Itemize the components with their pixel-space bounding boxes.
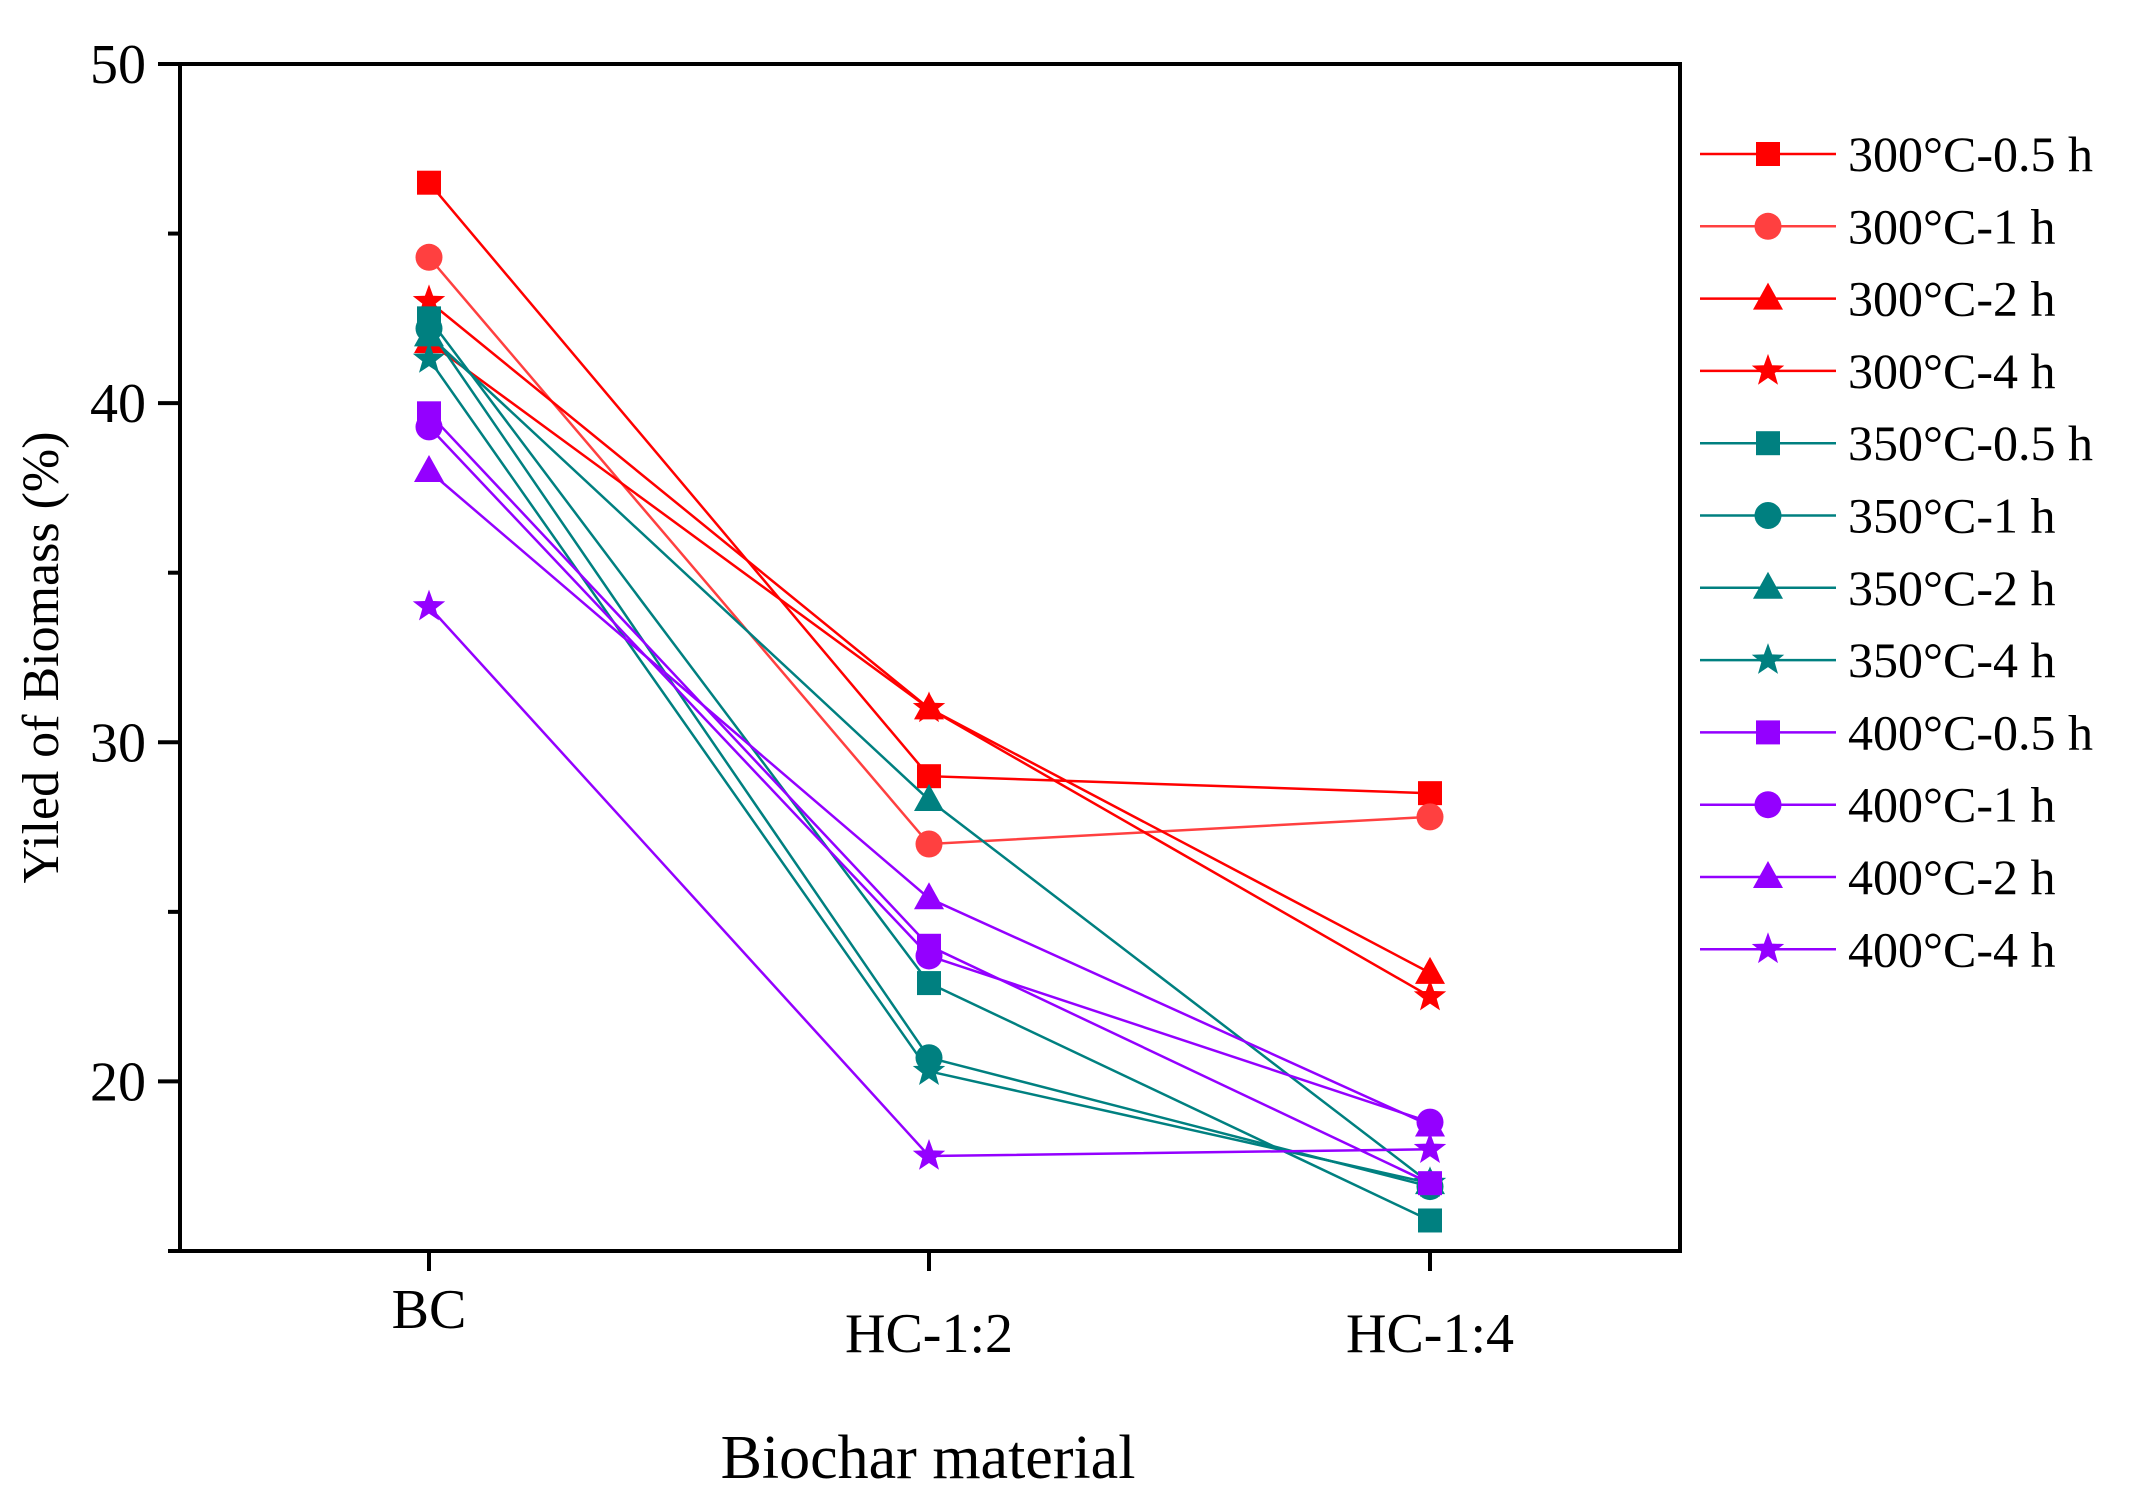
x-tick-label: HC-1:4 <box>1346 1303 1514 1365</box>
data-point <box>1416 803 1444 831</box>
legend-label: 400°C-1 h <box>1848 777 2056 833</box>
data-point <box>912 1054 946 1085</box>
data-point <box>914 882 944 910</box>
data-point <box>912 691 946 723</box>
x-tick-label: HC-1:2 <box>845 1303 1013 1365</box>
legend-marker <box>1753 571 1783 599</box>
data-point <box>1413 979 1447 1011</box>
legend-marker <box>1756 431 1780 456</box>
legend-item: 300°C-4 h <box>1700 343 2056 399</box>
data-point <box>914 783 944 811</box>
y-axis-title: Yiled of Biomass (%) <box>13 431 70 883</box>
data-point <box>915 830 943 858</box>
data-point <box>915 942 943 970</box>
legend-item: 300°C-2 h <box>1700 271 2056 327</box>
y-tick-label: 30 <box>90 712 146 774</box>
data-point <box>412 342 446 373</box>
legend-marker <box>1756 720 1780 745</box>
data-point <box>414 319 444 347</box>
series-line <box>428 341 1431 975</box>
data-point <box>1418 1208 1442 1233</box>
data-point <box>1413 1132 1447 1163</box>
data-point <box>1415 1109 1445 1137</box>
legend-item: 350°C-2 h <box>1700 560 2056 616</box>
data-point <box>412 589 446 621</box>
legend-item: 400°C-4 h <box>1700 921 2056 977</box>
y-tick-label: 50 <box>90 34 146 96</box>
legend-marker <box>1753 861 1783 888</box>
legend: 300°C-0.5 h 300°C-1 h 300°C-2 h 300°C-4 h 35… <box>1700 126 2093 977</box>
series-300°C-1 h <box>415 243 1444 858</box>
legend-marker <box>1751 932 1785 964</box>
legend-item: 350°C-4 h <box>1700 632 2056 688</box>
legend-label: 350°C-0.5 h <box>1848 415 2093 471</box>
data-point <box>414 454 444 482</box>
legend-label: 350°C-4 h <box>1848 632 2056 688</box>
legend-label: 300°C-0.5 h <box>1848 126 2093 182</box>
x-axis-title: Biochar material <box>721 1424 1136 1492</box>
series-line <box>428 256 1431 846</box>
legend-marker <box>1754 791 1782 819</box>
x-tick-label: BC <box>392 1279 467 1341</box>
legend-item: 350°C-0.5 h <box>1700 415 2093 471</box>
legend-marker <box>1756 142 1780 166</box>
axes: 20 30 40 50 BC HC-1:2 HC-1:4 <box>90 34 1514 1365</box>
series-400°C-4 h <box>412 589 1447 1170</box>
series-group <box>412 170 1447 1233</box>
legend-label: 400°C-2 h <box>1848 849 2056 905</box>
legend-label: 350°C-1 h <box>1848 488 2056 544</box>
legend-label: 400°C-4 h <box>1848 921 2056 977</box>
data-point <box>415 413 443 441</box>
legend-item: 400°C-1 h <box>1700 777 2056 833</box>
data-point <box>1418 1171 1442 1196</box>
legend-item: 300°C-1 h <box>1700 198 2056 254</box>
legend-marker <box>1751 353 1785 385</box>
legend-label: 350°C-2 h <box>1848 560 2056 616</box>
legend-marker <box>1754 502 1782 529</box>
legend-marker <box>1754 212 1782 240</box>
legend-label: 300°C-1 h <box>1848 198 2056 254</box>
series-300°C-4 h <box>412 284 1447 1011</box>
data-point <box>412 284 446 316</box>
y-tick-label: 40 <box>90 373 146 435</box>
data-point <box>415 243 443 271</box>
legend-marker <box>1751 643 1785 674</box>
data-point <box>917 971 941 996</box>
legend-item: 350°C-1 h <box>1700 488 2056 544</box>
data-point <box>912 1139 946 1170</box>
data-point <box>1418 781 1442 806</box>
y-tick-label: 20 <box>90 1051 146 1113</box>
series-400°C-2 h <box>414 454 1445 1137</box>
legend-label: 400°C-0.5 h <box>1848 704 2093 760</box>
legend-label: 300°C-2 h <box>1848 271 2056 327</box>
legend-item: 300°C-0.5 h <box>1700 126 2093 182</box>
legend-item: 400°C-2 h <box>1700 849 2056 905</box>
legend-label: 300°C-4 h <box>1848 343 2056 399</box>
legend-marker <box>1753 282 1783 310</box>
data-point <box>1415 956 1445 984</box>
data-point <box>417 170 441 195</box>
legend-item: 400°C-0.5 h <box>1700 704 2093 760</box>
